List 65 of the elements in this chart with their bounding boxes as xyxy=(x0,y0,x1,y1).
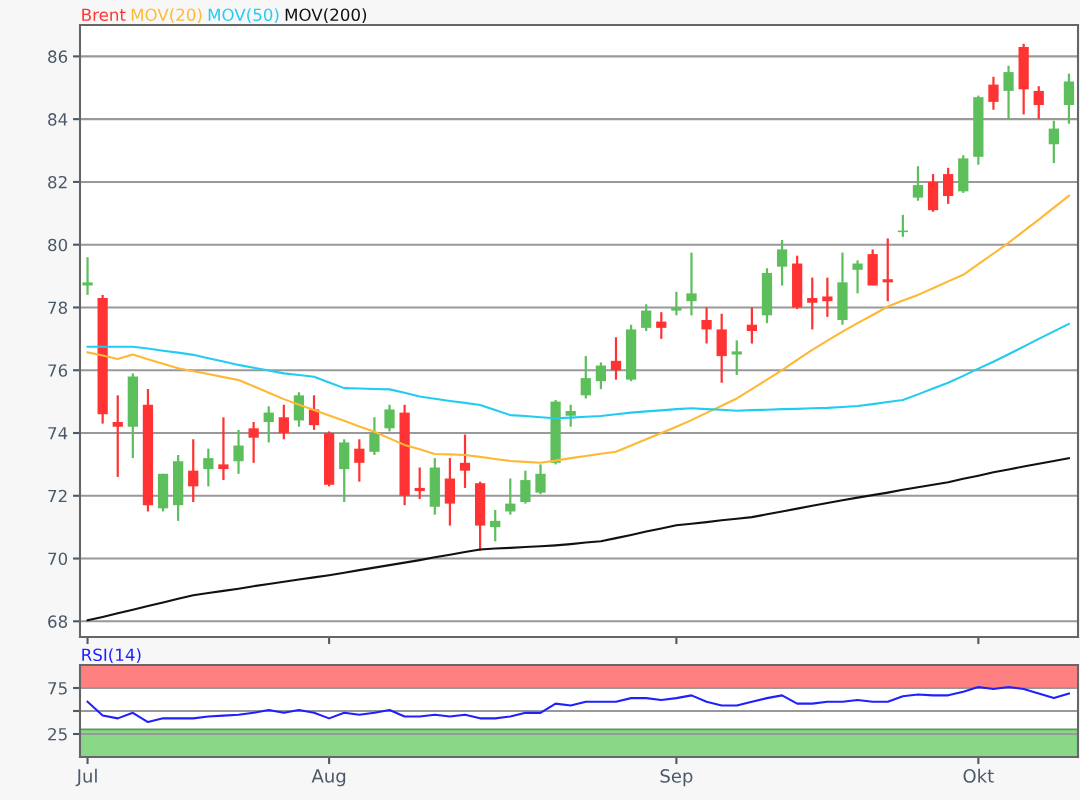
candlestick xyxy=(882,237,893,303)
y-tick-label: 82 xyxy=(48,175,67,189)
candlestick xyxy=(278,403,289,441)
y-tick-label: 68 xyxy=(48,615,68,628)
candlestick xyxy=(520,469,531,505)
line-series xyxy=(86,686,1070,724)
candlestick xyxy=(746,306,758,345)
y-tick-label: 84 xyxy=(48,113,68,126)
candlestick xyxy=(82,256,93,297)
line-series xyxy=(86,457,1070,622)
candlestick xyxy=(1033,85,1044,121)
y-tick-label: 74 xyxy=(48,427,68,440)
text: MOV(200) xyxy=(285,8,367,24)
candlestick xyxy=(656,311,667,340)
text: MOV(20) xyxy=(131,8,202,24)
y-tick-label: 75 xyxy=(48,682,67,695)
x-tick-label: Okt xyxy=(963,768,994,783)
candlestick xyxy=(701,306,712,345)
candlestick xyxy=(384,403,395,433)
candlestick xyxy=(354,438,365,483)
x-tick-label: Aug xyxy=(311,769,346,787)
line-series xyxy=(86,194,1070,464)
candlestick xyxy=(1003,64,1014,121)
candlestick xyxy=(263,405,274,444)
text: RSI(14) xyxy=(82,648,141,664)
candlestick xyxy=(852,259,863,295)
candlestick xyxy=(233,428,244,475)
candlestick xyxy=(459,433,471,490)
candlestick xyxy=(580,355,591,400)
candlestick xyxy=(535,463,546,496)
y-tick-label: 86 xyxy=(48,50,68,63)
candlestick xyxy=(1048,119,1059,165)
candlestick xyxy=(218,416,229,482)
candlestick xyxy=(248,420,259,464)
candlestick xyxy=(595,361,607,391)
x-tick-label: Jul xyxy=(75,768,97,787)
candlestick xyxy=(610,336,622,381)
y-tick-label: 80 xyxy=(48,238,68,252)
candlestick xyxy=(188,438,199,504)
candlestick xyxy=(988,75,999,111)
candlestick xyxy=(807,276,818,331)
candlestick xyxy=(822,276,833,318)
x-tick-label: Sep xyxy=(660,769,693,787)
candlestick xyxy=(686,251,697,317)
y-tick-label: 72 xyxy=(48,489,67,503)
y-tick-label: 76 xyxy=(48,364,68,377)
candlestick xyxy=(731,339,742,377)
line-series xyxy=(86,322,1070,420)
candlestick xyxy=(1063,72,1075,125)
y-tick-label: 78 xyxy=(48,301,68,315)
candlestick xyxy=(565,403,576,428)
candlestick xyxy=(912,165,924,202)
y-tick-label: 25 xyxy=(48,727,67,741)
text: MOV(50) xyxy=(208,8,279,24)
candlestick xyxy=(641,303,652,333)
candlestick xyxy=(203,447,214,488)
candlestick xyxy=(112,394,123,479)
candlestick xyxy=(369,416,380,457)
candlestick xyxy=(490,508,501,543)
y-tick-label: 70 xyxy=(48,552,68,566)
candlestick xyxy=(776,238,788,287)
candlestick xyxy=(943,166,954,205)
text: Brent xyxy=(82,8,126,22)
candlestick xyxy=(414,466,425,501)
candlestick xyxy=(671,290,682,317)
